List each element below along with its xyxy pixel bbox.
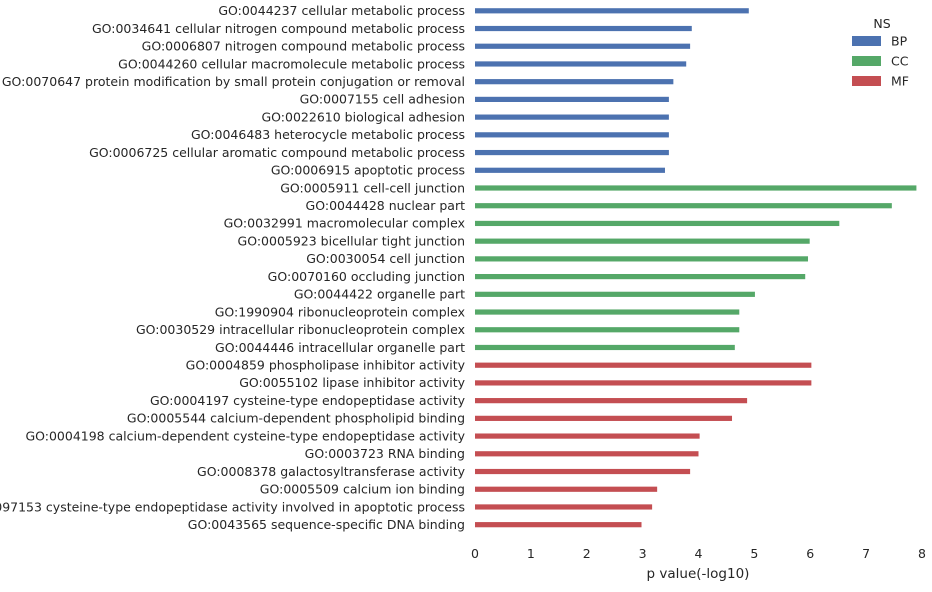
bar: [475, 220, 840, 227]
bar: [475, 327, 740, 333]
category-label: GO:0005509 calcium ion binding: [260, 482, 465, 497]
legend-entries: BP CC MF: [852, 34, 909, 89]
bar: [475, 256, 809, 262]
bar: [475, 149, 669, 156]
category-label: GO:0097153 cysteine-type endopeptidase a…: [0, 499, 465, 514]
bar: [475, 486, 658, 492]
bar: [475, 362, 812, 368]
bar: [475, 203, 892, 209]
category-label: GO:0044428 nuclear part: [306, 198, 466, 213]
category-label: GO:0070647 protein modification by small…: [2, 74, 465, 89]
bar: [475, 238, 810, 244]
bar: [475, 25, 692, 32]
legend-label: CC: [891, 54, 909, 69]
legend: NS BP CC MF: [852, 16, 909, 89]
bar: [475, 380, 812, 386]
bar: [475, 274, 806, 280]
bar: [475, 132, 669, 138]
category-label: GO:0044237 cellular metabolic process: [218, 3, 465, 18]
bar: [475, 43, 691, 49]
bar: [475, 415, 733, 421]
bar: [475, 468, 691, 475]
category-label: GO:0055102 lipase inhibitor activity: [239, 375, 465, 390]
x-tick-label: 5: [750, 546, 758, 561]
legend-label: BP: [891, 34, 908, 49]
bar: [475, 344, 735, 351]
category-label: GO:0030054 cell junction: [306, 251, 465, 266]
x-axis-ticks: 0 1 2 3 4 5 6 7 8: [471, 546, 926, 561]
category-label: GO:1990904 ribonucleoprotein complex: [215, 304, 465, 319]
bar: [475, 167, 665, 173]
category-label: GO:0070160 occluding junction: [268, 269, 465, 284]
bar: [475, 114, 669, 120]
bar: [475, 291, 755, 297]
bar: [475, 8, 749, 14]
x-tick-label: 4: [695, 546, 703, 561]
category-label: GO:0022610 biological adhesion: [262, 109, 466, 124]
category-label: GO:0030529 intracellular ribonucleoprote…: [136, 322, 465, 337]
x-tick-label: 7: [862, 546, 870, 561]
bars-layer: [475, 8, 917, 528]
category-label: GO:0005911 cell-cell junction: [280, 180, 465, 195]
category-label: GO:0044422 organelle part: [294, 287, 465, 302]
category-label: GO:0007155 cell adhesion: [300, 92, 465, 107]
category-label: GO:0006725 cellular aromatic compound me…: [89, 145, 465, 160]
category-label: GO:0008378 galactosyltransferase activit…: [197, 464, 466, 479]
category-label: GO:0004859 phospholipase inhibitor activ…: [186, 358, 466, 373]
x-tick-label: 1: [527, 546, 535, 561]
category-label: GO:0004198 calcium-dependent cysteine-ty…: [25, 428, 465, 443]
category-label: GO:0006915 apoptotic process: [271, 163, 465, 178]
bar: [475, 79, 674, 85]
bar: [475, 433, 700, 439]
category-label: GO:0043565 sequence-specific DNA binding: [188, 517, 465, 532]
legend-label: MF: [891, 74, 909, 89]
category-label: GO:0044260 cellular macromolecule metabo…: [118, 56, 465, 71]
bar: [475, 309, 740, 315]
bar: [475, 522, 642, 528]
category-label: GO:0003723 RNA binding: [305, 446, 465, 461]
legend-title: NS: [873, 16, 890, 31]
bar: [475, 185, 917, 191]
legend-swatch: [852, 36, 881, 46]
x-tick-label: 8: [918, 546, 926, 561]
category-labels: GO:0044237 cellular metabolic process GO:…: [0, 3, 466, 532]
bar: [475, 504, 653, 510]
legend-swatch: [852, 76, 881, 86]
x-tick-label: 6: [806, 546, 814, 561]
category-label: GO:0005544 calcium-dependent phospholipi…: [127, 411, 465, 426]
category-label: GO:0005923 bicellular tight junction: [238, 233, 465, 248]
category-label: GO:0004197 cysteine-type endopeptidase a…: [150, 393, 466, 408]
bar: [475, 451, 699, 457]
x-tick-label: 2: [583, 546, 591, 561]
x-tick-label: 0: [471, 546, 479, 561]
category-label: GO:0044446 intracellular organelle part: [215, 340, 465, 355]
legend-swatch: [852, 56, 881, 66]
category-label: GO:0006807 nitrogen compound metabolic p…: [142, 39, 465, 54]
bar: [475, 61, 687, 67]
x-axis-title: p value(-log10): [647, 566, 750, 582]
x-tick-label: 3: [639, 546, 647, 561]
category-label: GO:0034641 cellular nitrogen compound me…: [92, 21, 465, 36]
bar: [475, 398, 748, 404]
category-label: GO:0032991 macromolecular complex: [224, 216, 465, 231]
category-label: GO:0046483 heterocycle metabolic process: [191, 127, 465, 142]
bar: [475, 96, 669, 102]
